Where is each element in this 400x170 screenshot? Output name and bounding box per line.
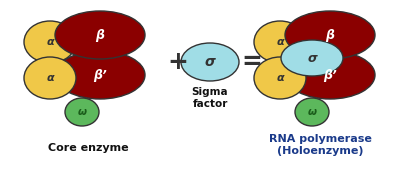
Text: α: α bbox=[276, 73, 284, 83]
Text: α: α bbox=[276, 37, 284, 47]
Text: α: α bbox=[46, 37, 54, 47]
Ellipse shape bbox=[254, 57, 306, 99]
Text: Sigma
factor: Sigma factor bbox=[192, 87, 228, 109]
Ellipse shape bbox=[295, 98, 329, 126]
Ellipse shape bbox=[24, 57, 76, 99]
Ellipse shape bbox=[285, 51, 375, 99]
Text: α: α bbox=[46, 73, 54, 83]
Text: =: = bbox=[242, 50, 262, 74]
Ellipse shape bbox=[181, 43, 239, 81]
Text: σ: σ bbox=[307, 52, 317, 64]
Ellipse shape bbox=[281, 40, 343, 76]
Ellipse shape bbox=[55, 11, 145, 59]
Text: +: + bbox=[168, 50, 188, 74]
Text: Core enzyme: Core enzyme bbox=[48, 143, 128, 153]
Ellipse shape bbox=[285, 11, 375, 59]
Text: ω: ω bbox=[308, 107, 316, 117]
Text: ω: ω bbox=[78, 107, 86, 117]
Text: β’: β’ bbox=[323, 69, 337, 81]
Text: β: β bbox=[326, 29, 334, 41]
Text: β: β bbox=[96, 29, 104, 41]
Ellipse shape bbox=[65, 98, 99, 126]
Ellipse shape bbox=[24, 21, 76, 63]
Text: σ: σ bbox=[205, 55, 215, 69]
Ellipse shape bbox=[254, 21, 306, 63]
Text: RNA polymerase
(Holoenzyme): RNA polymerase (Holoenzyme) bbox=[268, 134, 372, 156]
Text: β’: β’ bbox=[93, 69, 107, 81]
Ellipse shape bbox=[55, 51, 145, 99]
